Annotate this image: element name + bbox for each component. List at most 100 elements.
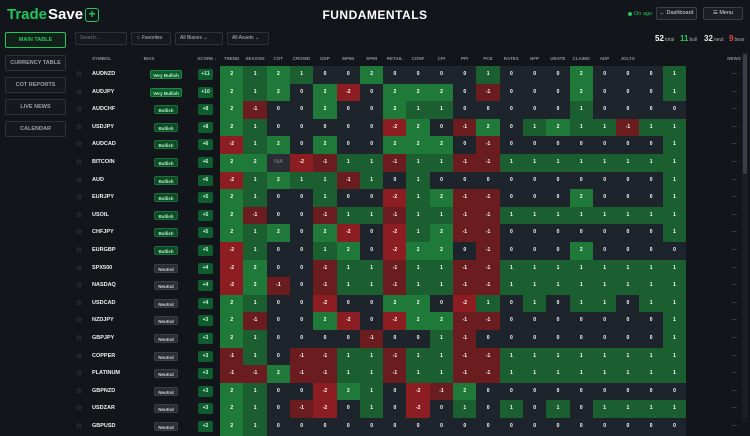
column-header[interactable]: JOLTS: [620, 56, 635, 61]
bias-select[interactable]: All Biases ⌄: [175, 32, 223, 45]
indicator-cell: 0: [336, 400, 361, 418]
column-header[interactable]: NFP: [530, 56, 540, 61]
indicator-cell: -1: [453, 206, 477, 225]
column-header[interactable]: SEASON: [245, 56, 265, 61]
table-row[interactable]: ☆ BITCOIN Bullish +6 2 2 N/A -2 -1 1 1 -1 1 1 -1 -1 1 1 1 1…: [70, 154, 742, 172]
column-header[interactable]: SYMBOL: [92, 56, 112, 61]
column-header[interactable]: CPI: [437, 56, 446, 61]
table-row[interactable]: ☆ CHFJPY Bullish +5 2 1 2 0 2 -2 0 -2 1 2 -1 -1 0 0 0 0 0 0 0 1…: [70, 224, 742, 242]
indicator-cell: 0: [499, 330, 524, 348]
favorite-star-icon[interactable]: ☆: [76, 88, 83, 96]
indicator-cell: 2: [476, 118, 500, 137]
favorite-star-icon[interactable]: ☆: [76, 71, 83, 78]
indicator-cell: 0: [546, 294, 570, 313]
indicator-cell: 2: [220, 83, 244, 102]
column-header[interactable]: CLAIMS: [572, 56, 590, 61]
sidebar-item-currency-table[interactable]: CURRENCY TABLE: [5, 55, 66, 71]
indicator-cell: 1: [429, 259, 454, 278]
column-header[interactable]: SCORE ↓: [197, 56, 217, 61]
table-row[interactable]: ☆ USDCAD Neutral +4 2 1 0 0 -2 0 0 2 2 0 -2 1 0 1 0 1 1 0 1 1—: [70, 294, 742, 313]
indicator-cell: 0: [499, 171, 524, 190]
dashboard-button[interactable]: ← Dashboard: [656, 7, 697, 20]
favorite-star-icon[interactable]: ☆: [76, 159, 83, 166]
favorite-star-icon[interactable]: ☆: [76, 141, 83, 149]
column-header[interactable]: COT: [273, 56, 283, 61]
table-row[interactable]: ☆ AUD Bullish +6 -2 1 2 1 1 -1 1 0 1 0 0 0 0 0 0 0 0 0 0 1—: [70, 171, 742, 190]
favorite-star-icon[interactable]: ☆: [76, 194, 83, 202]
indicator-cell: 1: [429, 365, 454, 383]
indicator-cell: 2: [406, 136, 430, 154]
table-row[interactable]: ☆ PLATINUM Neutral +3 -1 -1 2 -1 -1 1 1 -1 1 1 -1 -1 1 1 1…: [70, 365, 742, 383]
favorite-star-icon[interactable]: ☆: [76, 423, 83, 430]
column-header[interactable]: BIAS: [143, 56, 155, 61]
column-header[interactable]: MPMI: [342, 56, 355, 61]
search-input[interactable]: Search...: [75, 32, 127, 45]
table-row[interactable]: ☆ SPX500 Neutral +4 -2 2 0 0 -1 1 1 -1 1 1 -1 -1 1 1 1 1 1 1 1…: [70, 259, 742, 278]
menu-button[interactable]: ☰ Menu: [703, 7, 743, 20]
indicator-cell: 0: [359, 189, 384, 207]
column-header[interactable]: CONF: [411, 56, 425, 61]
indicator-cell: 0: [569, 382, 594, 401]
column-header[interactable]: URATE: [550, 56, 566, 61]
logo[interactable]: Trade Save +: [7, 6, 100, 23]
sidebar-item-live-news[interactable]: LIVE NEWS: [5, 99, 66, 115]
indicator-cell: 1: [616, 259, 640, 278]
favorite-star-icon[interactable]: ☆: [76, 123, 83, 131]
sidebar-item-main-table[interactable]: MAIN TABLE: [5, 32, 66, 48]
favorite-star-icon[interactable]: ☆: [76, 282, 83, 290]
favorite-star-icon[interactable]: ☆: [76, 370, 83, 378]
column-header[interactable]: SPMI: [365, 56, 377, 61]
favorite-star-icon[interactable]: ☆: [76, 335, 83, 342]
favorite-star-icon[interactable]: ☆: [76, 106, 83, 114]
table-row[interactable]: ☆ AUDNZD Very Bullish +11 2 1 2 1 0 0 2 0 0 0 0 1 0 0 0 2 0 0…: [70, 66, 742, 84]
column-header[interactable]: TREND: [223, 56, 240, 61]
indicator-cell: 0: [592, 312, 617, 330]
favorite-star-icon[interactable]: ☆: [76, 352, 83, 360]
column-header[interactable]: NEWS: [727, 56, 741, 61]
indicator-cell: 1: [522, 206, 547, 225]
table-row[interactable]: ☆ GBPUSD Neutral +2 2 1 0 0 0 0 0 0 0 0 0 0 0 0 0 0 0 0 0 0—: [70, 418, 742, 436]
sidebar-item-cot-reports[interactable]: COT REPORTS: [5, 77, 66, 93]
table-row[interactable]: ☆ AUDJPY Very Bullish +10 2 1 2 0 2 -2 0 2 2 2 0 -1 0 0 0 2…: [70, 83, 742, 102]
favorite-star-icon[interactable]: ☆: [76, 229, 83, 237]
favorites-button[interactable]: ☆ Favorites: [131, 32, 171, 45]
asset-select[interactable]: All Assets ⌄: [227, 32, 269, 45]
indicator-cell: 0: [289, 136, 314, 154]
table-row[interactable]: ☆ COPPER Neutral +3 -1 1 0 -1 -1 1 1 -1 1 1 -1 -1 1 1 1 1 1 1…: [70, 347, 742, 366]
favorite-star-icon[interactable]: ☆: [76, 299, 83, 307]
indicator-cell: 0: [499, 242, 524, 260]
column-header[interactable]: CROWD: [292, 56, 311, 61]
favorite-star-icon[interactable]: ☆: [76, 247, 83, 254]
favorite-star-icon[interactable]: ☆: [76, 317, 83, 325]
favorite-star-icon[interactable]: ☆: [76, 176, 83, 184]
table-row[interactable]: ☆ GBPJPY Neutral +3 2 1 0 0 0 0 -1 0 0 1 -1 0 0 0 0 0 0 0 0 1—: [70, 330, 742, 348]
scrollbar[interactable]: [742, 52, 748, 422]
table-row[interactable]: ☆ EURJPY Bullish +5 2 1 0 0 1 0 0 -2 1 2 -1 -1 0 0 0 2 0 0 0 1—: [70, 189, 742, 207]
favorite-star-icon[interactable]: ☆: [76, 211, 83, 219]
table-row[interactable]: ☆ USOIL Bullish +5 2 -1 0 0 -1 1 1 -1 1 1 -1 -1 1 1 1 1 1 1 1 1…: [70, 206, 742, 225]
table-row[interactable]: ☆ EURGBP Bullish +5 -2 1 0 0 1 2 0 -2 2 2 0 -1 0 0 0 2 0 0 0 0—: [70, 242, 742, 260]
indicator-cell: 0: [569, 400, 594, 418]
table-row[interactable]: ☆ USDJPY Bullish +8 2 1 0 0 0 0 0 -2 2 0 -1 2 0 1 2 1 1 -1 1 1—: [70, 118, 742, 137]
scrollbar-thumb[interactable]: [743, 54, 747, 174]
column-header[interactable]: GDP: [319, 56, 330, 61]
favorite-star-icon[interactable]: ☆: [76, 405, 83, 413]
table-row[interactable]: ☆ NASDAQ Neutral +4 -2 2 -1 0 -1 1 1 -1 1 1 -1 -1 1 1 1 1 1 1…: [70, 277, 742, 295]
column-header[interactable]: PPI: [461, 56, 469, 61]
column-header[interactable]: ADP: [599, 56, 610, 61]
indicator-cell: 0: [429, 66, 454, 84]
column-header[interactable]: RETAIL: [386, 56, 403, 61]
table-row[interactable]: ☆ GBPNZD Neutral +3 2 1 0 0 -2 2 1 0 -2 -1 2 0 0 0 0 0 0 0 0 0—: [70, 382, 742, 401]
favorite-star-icon[interactable]: ☆: [76, 387, 83, 395]
score-badge: +5: [198, 209, 213, 221]
table-row[interactable]: ☆ USDZAR Neutral +3 2 1 0 -1 -2 0 1 0 -2 0 1 0 1 0 1 0 1 1 1 1—: [70, 400, 742, 418]
column-header[interactable]: PCE: [483, 56, 493, 61]
column-header[interactable]: RATES: [503, 56, 519, 61]
table-row[interactable]: ☆ AUDCAD Bullish +6 -2 1 2 0 2 0 0 2 2 2 0 -1 0 0 0 0 0 0 0 1—: [70, 136, 742, 154]
favorite-star-icon[interactable]: ☆: [76, 264, 83, 272]
indicator-cell: 0: [546, 330, 570, 348]
sidebar-item-calendar[interactable]: CALENDAR: [5, 121, 66, 137]
table-row[interactable]: ☆ AUDCHF Bullish +8 2 -1 0 0 2 0 0 2 1 1 0 0 0 0 0 1 0 0 0 0—: [70, 101, 742, 119]
indicator-cell: 2: [383, 294, 407, 313]
table-row[interactable]: ☆ NZDJPY Neutral +3 2 -1 0 0 2 -2 0 -2 2 2 -1 -1 0 0 0 0 0 0 0…: [70, 312, 742, 330]
